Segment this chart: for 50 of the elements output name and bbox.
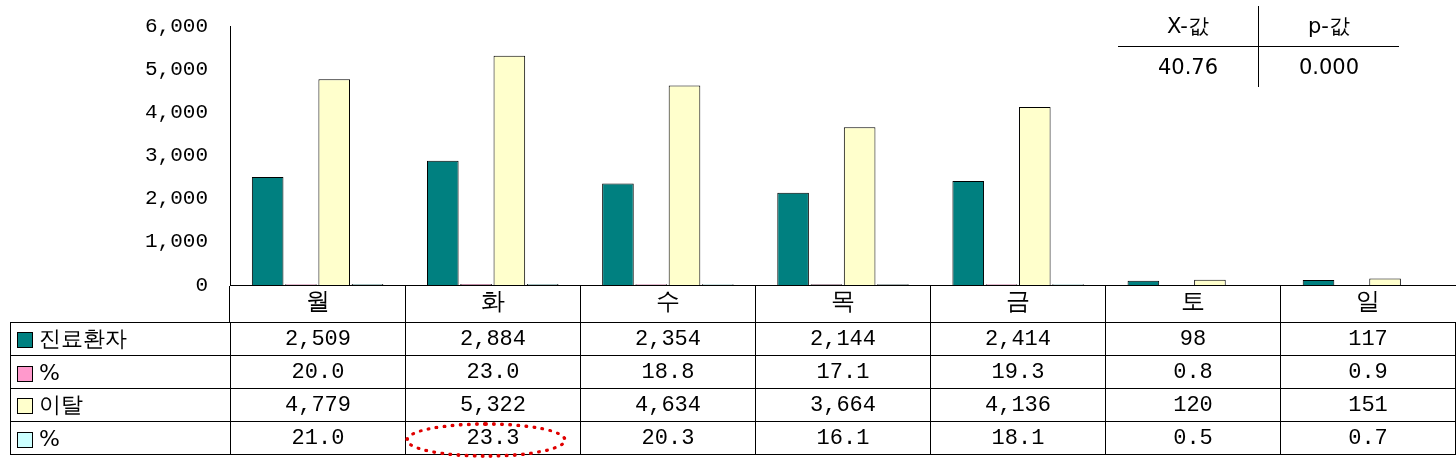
data-label: 16.1 bbox=[755, 421, 931, 455]
data-label: 4,779 bbox=[230, 388, 406, 422]
legend-label: 진료환자 bbox=[10, 322, 231, 356]
y-tick-label: 1,000 bbox=[144, 230, 208, 254]
x-tick-label: 목 bbox=[831, 286, 855, 315]
data-label: 23.3 bbox=[405, 421, 581, 455]
legend-label: % bbox=[10, 421, 231, 455]
data-label: 19.3 bbox=[930, 355, 1106, 389]
y-tick-label: 5,000 bbox=[144, 58, 208, 82]
data-label: 2,354 bbox=[580, 322, 756, 356]
data-label: 2,509 bbox=[230, 322, 406, 356]
legend-label: 이탈 bbox=[10, 388, 231, 422]
annotation: 40.76 bbox=[1118, 46, 1259, 87]
data-label: 4,634 bbox=[580, 388, 756, 422]
data-label: 2,144 bbox=[755, 322, 931, 356]
x-tick-label: 수 bbox=[655, 286, 680, 315]
x-tick-label: 금 bbox=[1006, 286, 1031, 315]
data-label: 2,884 bbox=[405, 322, 581, 356]
x-tick-label: 일 bbox=[1356, 286, 1381, 315]
data-label: 117 bbox=[1280, 322, 1456, 356]
x-tick-label: 월 bbox=[305, 286, 330, 315]
annotation: p-값 bbox=[1258, 6, 1399, 47]
data-label: 2,414 bbox=[930, 322, 1106, 356]
data-label: 0.8 bbox=[1105, 355, 1281, 389]
x-tick-label: 화 bbox=[480, 286, 505, 315]
data-label: 5,322 bbox=[405, 388, 581, 422]
data-label: 0.9 bbox=[1280, 355, 1456, 389]
data-label: 20.3 bbox=[580, 421, 756, 455]
data-label: 3,664 bbox=[755, 388, 931, 422]
data-label: 151 bbox=[1280, 388, 1456, 422]
y-tick-label: 6,000 bbox=[144, 15, 208, 39]
y-tick-label: 4,000 bbox=[144, 101, 208, 125]
data-label: 21.0 bbox=[230, 421, 406, 455]
x-tick-label: 토 bbox=[1181, 286, 1206, 315]
y-tick-label: 0 bbox=[195, 273, 208, 297]
annotation: X-값 bbox=[1118, 6, 1259, 47]
data-label: 120 bbox=[1105, 388, 1281, 422]
data-label: 0.5 bbox=[1105, 421, 1281, 455]
data-label: 18.1 bbox=[930, 421, 1106, 455]
data-label: 4,136 bbox=[930, 388, 1106, 422]
data-label: 20.0 bbox=[230, 355, 406, 389]
y-tick-label: 3,000 bbox=[144, 144, 208, 168]
data-label: 98 bbox=[1105, 322, 1281, 356]
legend-label: % bbox=[10, 355, 231, 389]
data-label: 18.8 bbox=[580, 355, 756, 389]
annotation: 0.000 bbox=[1297, 54, 1361, 81]
data-label: 0.7 bbox=[1280, 421, 1456, 455]
y-tick-label: 2,000 bbox=[144, 187, 208, 211]
data-label: 23.0 bbox=[405, 355, 581, 389]
data-label: 17.1 bbox=[755, 355, 931, 389]
